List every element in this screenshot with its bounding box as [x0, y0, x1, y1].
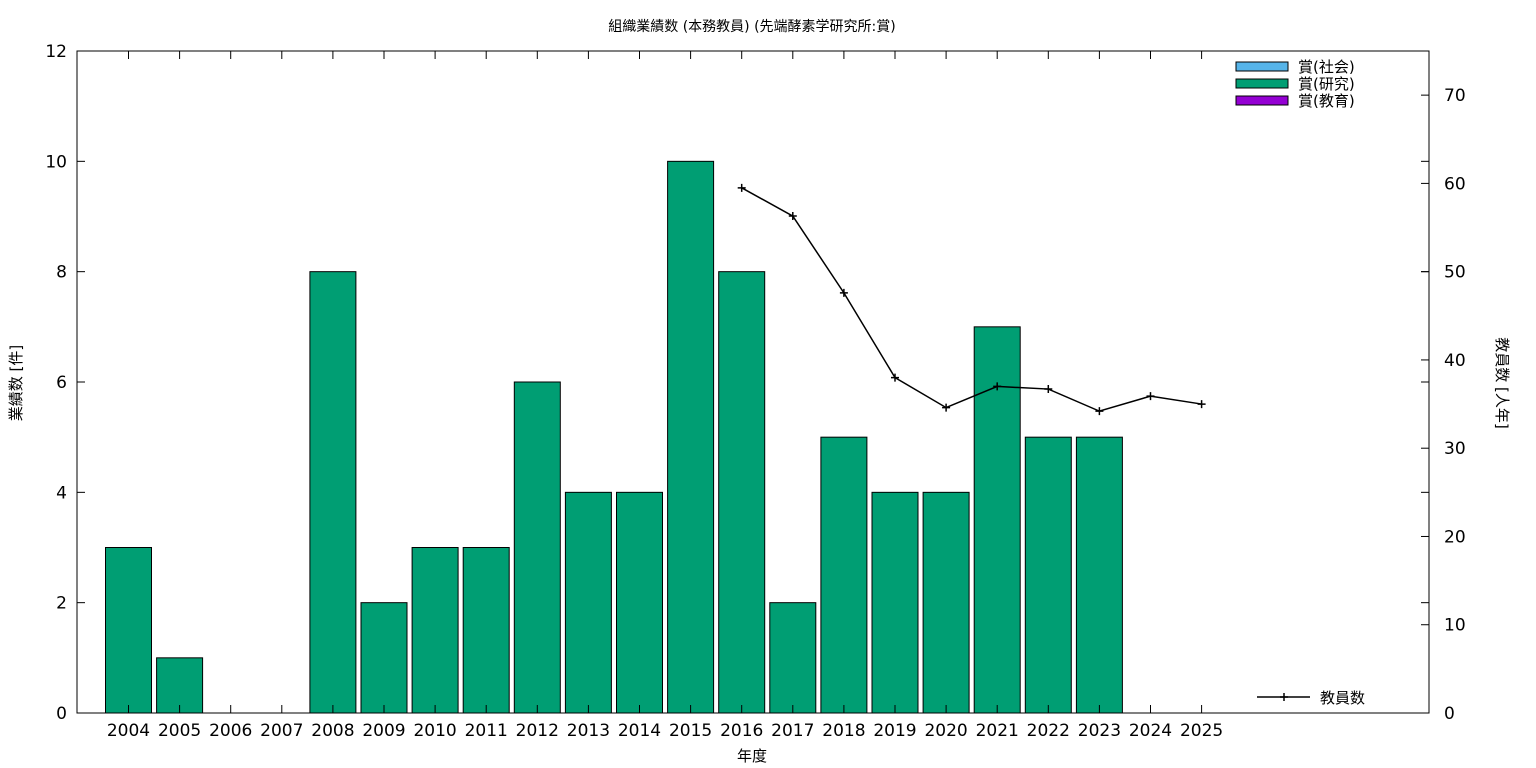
x-tick-label: 2009	[362, 721, 405, 741]
point-2024	[1146, 392, 1155, 401]
x-tick-label: 2007	[260, 721, 303, 741]
x-tick-label: 2016	[720, 721, 763, 741]
bar-2016	[718, 271, 766, 714]
bar-2015	[667, 160, 715, 714]
bar-2005	[156, 657, 204, 714]
x-tick-label: 2004	[107, 721, 150, 741]
bar-2008	[309, 271, 357, 714]
x-tick-label: 2024	[1129, 721, 1172, 741]
y-tick-label: 8	[56, 263, 67, 283]
x-tick-label: 2020	[924, 721, 967, 741]
x-axis-label: 年度	[737, 747, 767, 765]
y-tick-label: 4	[56, 483, 67, 503]
y2-tick-label: 60	[1444, 174, 1466, 194]
bar-2018	[820, 436, 868, 714]
y2-tick-label: 10	[1444, 616, 1466, 636]
y2-tick-label: 30	[1444, 439, 1466, 459]
chart-title: 組織業績数 (本務教員) (先端酵素学研究所:賞)	[608, 19, 895, 35]
x-tick-label: 2014	[618, 721, 661, 741]
x-tick-label: 2019	[873, 721, 916, 741]
x-tick-label: 2022	[1027, 721, 1070, 741]
point-2022	[1044, 385, 1053, 394]
x-tick-label: 2012	[516, 721, 559, 741]
bar-2023	[1075, 436, 1123, 714]
legend-label: 賞(社会)	[1298, 58, 1355, 76]
y-axis-label: 業績数 [件]	[7, 345, 25, 421]
legend-label: 賞(教育)	[1298, 92, 1355, 110]
axis-ticks: 0 2 4 6 8 10 12 0 10 20 30 40 50 60 70 2004 2005 2006 2007…	[45, 42, 1465, 741]
bar-2012	[513, 381, 561, 714]
legend-swatch	[1235, 95, 1289, 106]
point-2018	[839, 288, 848, 297]
point-2025	[1197, 400, 1206, 409]
bar-2022	[1024, 436, 1072, 714]
point-2020	[942, 403, 951, 412]
bar-2009	[360, 602, 408, 714]
x-tick-label: 2023	[1078, 721, 1121, 741]
y-tick-label: 2	[56, 594, 67, 614]
bar-2021	[973, 326, 1021, 714]
legend: 賞(社会)賞(研究)賞(教育) 教員数	[1235, 58, 1365, 707]
bar-2019	[871, 491, 919, 714]
bar-2013	[564, 491, 612, 714]
y2-axis-label: 教員数 [人年]	[1493, 337, 1511, 428]
legend-label: 賞(研究)	[1298, 75, 1355, 93]
x-tick-label: 2018	[822, 721, 865, 741]
point-2021	[993, 382, 1002, 391]
bar-2014	[616, 491, 663, 714]
x-tick-label: 2013	[567, 721, 610, 741]
bar-2017	[769, 602, 817, 714]
bar-2020	[922, 491, 970, 714]
y2-tick-label: 50	[1444, 263, 1466, 283]
plot-area	[105, 160, 1206, 714]
point-2019	[891, 373, 899, 382]
y2-tick-label: 40	[1444, 351, 1466, 371]
bar-2004	[105, 547, 152, 714]
legend-line-marker	[1280, 693, 1288, 701]
x-tick-label: 2008	[311, 721, 354, 741]
y-tick-label: 6	[56, 373, 67, 393]
x-tick-label: 2006	[209, 721, 252, 741]
x-tick-label: 2017	[771, 721, 814, 741]
x-tick-label: 2011	[465, 721, 508, 741]
x-tick-label: 2021	[976, 721, 1019, 741]
x-tick-label: 2025	[1180, 721, 1223, 741]
point-2023	[1095, 407, 1104, 416]
y-tick-label: 10	[45, 152, 67, 172]
point-2017	[788, 212, 797, 221]
y-tick-label: 0	[56, 704, 67, 724]
y-tick-label: 12	[45, 42, 67, 62]
point-2016	[737, 183, 746, 192]
y2-tick-label: 70	[1444, 86, 1466, 106]
legend-label: 教員数	[1320, 689, 1365, 707]
line-faculty-count	[741, 187, 1202, 412]
y2-tick-label: 0	[1444, 704, 1455, 724]
y2-tick-label: 20	[1444, 527, 1466, 547]
bar-2011	[462, 547, 510, 714]
legend-swatch	[1235, 61, 1289, 72]
x-tick-label: 2010	[413, 721, 456, 741]
x-tick-label: 2005	[158, 721, 201, 741]
legend-swatch	[1235, 78, 1289, 89]
x-tick-label: 2015	[669, 721, 712, 741]
bar-2010	[411, 547, 459, 714]
